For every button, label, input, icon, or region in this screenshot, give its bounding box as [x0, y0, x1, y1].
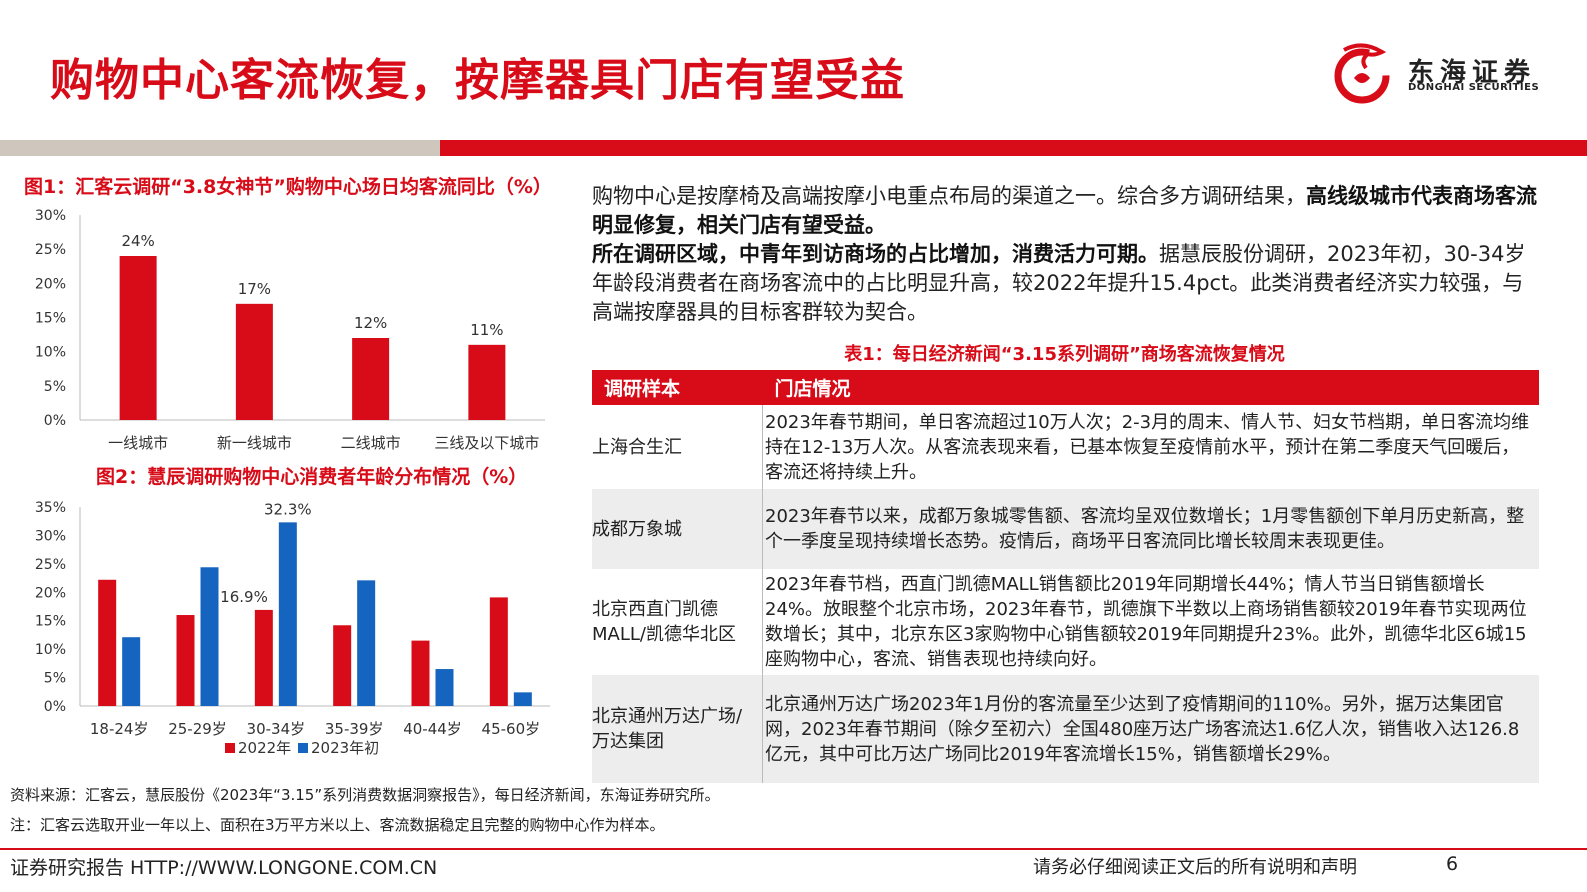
table-cell-name: 上海合生汇	[592, 405, 763, 489]
legend-swatch	[225, 743, 235, 753]
data-label: 24%	[121, 232, 154, 250]
bar-series-2023	[200, 567, 219, 706]
table-row: 成都万象城 2023年春节以来，成都万象城零售额、客流均呈双位数增长；1月零售额…	[592, 489, 1539, 569]
y-tick-label: 20%	[35, 276, 66, 292]
bar-series-2022	[176, 615, 195, 706]
body-paragraph: 购物中心是按摩椅及高端按摩小电重点布局的渠道之一。综合多方调研结果，高线级城市代…	[592, 182, 1537, 327]
table-header-status: 门店情况	[762, 370, 1539, 405]
footer-divider	[0, 848, 1587, 850]
table-title: 表1：每日经济新闻“3.15系列调研”商场客流恢复情况	[844, 344, 1285, 365]
bar-series-2022	[489, 597, 508, 706]
figure1-title: 图1：汇客云调研“3.8女神节”购物中心场日均客流同比（%）	[24, 176, 552, 198]
table-cell-desc: 2023年春节以来，成都万象城零售额、客流均呈双位数增长；1月零售额创下单月历史…	[762, 489, 1539, 569]
footer-disclaimer: 请务必仔细阅读正文后的所有说明和声明	[1033, 857, 1357, 878]
y-tick-label: 35%	[35, 500, 66, 516]
table-row: 北京通州万达广场/万达集团 北京通州万达广场2023年1月份的客流量至少达到了疫…	[592, 675, 1539, 783]
y-tick-label: 5%	[44, 379, 66, 395]
bar-series-2023	[513, 692, 532, 706]
legend-label: 2022年	[238, 739, 291, 757]
figure2-title: 图2：慧辰调研购物中心消费者年龄分布情况（%）	[96, 466, 528, 488]
table-cell-name: 北京西直门凯德MALL/凯德华北区	[592, 569, 763, 675]
header-band-grey	[0, 140, 440, 156]
y-tick-label: 10%	[35, 345, 66, 361]
legend-swatch	[298, 743, 308, 753]
bar-series-2023	[357, 580, 376, 706]
footer-website[interactable]: 证券研究报告 HTTP://WWW.LONGONE.COM.CN	[10, 857, 438, 879]
source-note: 资料来源：汇客云，慧辰股份《2023年“3.15”系列消费数据洞察报告》，每日经…	[10, 786, 720, 804]
y-tick-label: 5%	[44, 671, 66, 687]
table-row: 北京西直门凯德MALL/凯德华北区 2023年春节档，西直门凯德MALL销售额比…	[592, 569, 1539, 675]
para-text-2: 据慧辰股份调研，2023年初，30-34岁年龄段消费者在商场客流中的占比明显升高…	[592, 242, 1526, 324]
bar-series-2022	[98, 579, 117, 706]
bar	[468, 344, 506, 420]
data-label: 16.9%	[220, 588, 268, 606]
y-tick-label: 30%	[35, 528, 66, 544]
para-bold-1: 高线级城市代表商场客流明显修复，相关门店有望受益。	[592, 184, 1537, 237]
donghai-logo	[1334, 43, 1390, 104]
table-row: 上海合生汇 2023年春节期间，单日客流超过10万人次；2-3月的周末、情人节、…	[592, 405, 1539, 489]
header-band-red	[440, 140, 1587, 156]
data-label: 17%	[238, 280, 271, 298]
table-header-row: 调研样本 门店情况	[592, 370, 1539, 405]
y-tick-label: 15%	[35, 614, 66, 630]
x-tick-label: 35-39岁	[325, 720, 384, 738]
x-tick-label: 25-29岁	[168, 720, 227, 738]
y-tick-label: 25%	[35, 242, 66, 258]
bar-series-2023	[278, 522, 297, 706]
y-tick-label: 0%	[44, 699, 66, 715]
y-tick-label: 0%	[44, 413, 66, 429]
table-header-sample: 调研样本	[592, 370, 763, 405]
para-text-1: 购物中心是按摩椅及高端按摩小电重点布局的渠道之一。综合多方调研结果，	[592, 184, 1306, 208]
x-tick-label: 二线城市	[341, 434, 401, 452]
legend-label: 2023年初	[311, 739, 379, 757]
para-bold-2: 所在调研区域，中青年到访商场的占比增加，消费活力可期。	[592, 242, 1159, 266]
dragon-emblem-icon	[1334, 43, 1390, 104]
bar	[119, 256, 157, 420]
bar-series-2022	[333, 625, 352, 706]
table-cell-desc: 2023年春节档，西直门凯德MALL销售额比2019年同期增长44%；情人节当日…	[762, 569, 1539, 675]
y-tick-label: 30%	[35, 208, 66, 224]
logo-text-cn: 东海证券	[1408, 58, 1537, 88]
data-label: 11%	[470, 321, 503, 339]
x-tick-label: 18-24岁	[90, 720, 149, 738]
table-cell-name: 成都万象城	[592, 489, 763, 569]
bar	[235, 303, 273, 420]
y-tick-label: 25%	[35, 557, 66, 573]
figure2-grouped-bar-chart: 0% 5% 10% 15% 20% 25% 30% 35% 18-24岁 25-29岁 30-34岁…	[35, 500, 550, 757]
logo-text-en: DONGHAI SECURITIES	[1408, 82, 1540, 93]
bar	[352, 338, 390, 420]
slide-title: 购物中心客流恢复，按摩器具门店有望受益	[50, 55, 905, 106]
x-tick-label: 三线及以下城市	[434, 434, 539, 452]
store-table: 调研样本 门店情况 上海合生汇 2023年春节期间，单日客流超过10万人次；2-…	[592, 370, 1539, 783]
bar-series-2022	[411, 640, 430, 706]
bar-series-2023	[435, 669, 454, 706]
data-label: 12%	[354, 314, 387, 332]
x-tick-label: 40-44岁	[403, 720, 462, 738]
x-tick-label: 30-34岁	[247, 720, 306, 738]
table-cell-desc: 北京通州万达广场2023年1月份的客流量至少达到了疫情期间的110%。另外，据万…	[762, 675, 1539, 783]
bar-series-2022	[254, 609, 273, 706]
x-tick-label: 新一线城市	[217, 434, 292, 452]
table-cell-name: 北京通州万达广场/万达集团	[592, 675, 763, 783]
bar-series-2023	[122, 637, 141, 706]
y-tick-label: 20%	[35, 585, 66, 601]
y-tick-label: 10%	[35, 642, 66, 658]
y-tick-label: 15%	[35, 311, 66, 327]
x-tick-label: 一线城市	[108, 434, 168, 452]
page-number: 6	[1446, 853, 1459, 875]
sample-note: 注：汇客云选取开业一年以上、面积在3万平方米以上、客流数据稳定且完整的购物中心作…	[10, 816, 665, 834]
table-cell-desc: 2023年春节期间，单日客流超过10万人次；2-3月的周末、情人节、妇女节档期，…	[762, 405, 1539, 489]
x-tick-label: 45-60岁	[482, 720, 541, 738]
data-label: 32.3%	[264, 500, 312, 518]
figure1-bar-chart: 0% 5% 10% 15% 20% 25% 30% 24% 一线城市 17% 新一线城市 12% 二线城…	[35, 208, 545, 452]
